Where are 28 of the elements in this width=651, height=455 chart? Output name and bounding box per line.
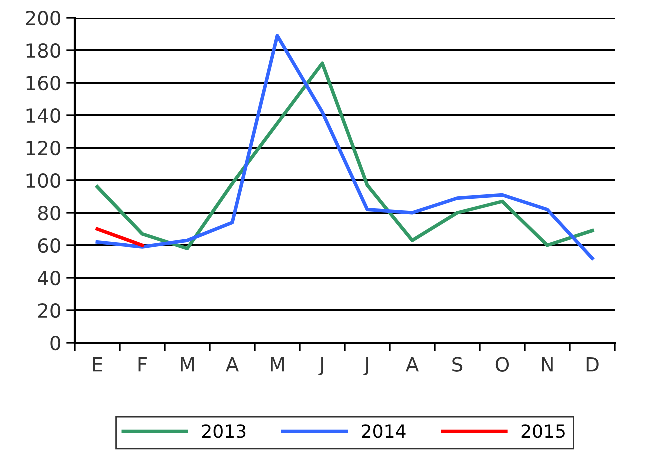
- legend-label: 2014: [362, 424, 406, 438]
- x-tick-label: S: [452, 357, 463, 372]
- x-tick-label: N: [542, 357, 553, 372]
- x-tick-label: F: [138, 357, 147, 372]
- y-tick-label: 40: [38, 270, 61, 286]
- x-tick-label: M: [271, 357, 284, 372]
- y-tick-label: 0: [50, 336, 61, 351]
- x-tick-label: D: [586, 357, 599, 372]
- x-tick-label: O: [496, 357, 510, 372]
- y-tick-label: 20: [38, 303, 61, 318]
- legend-label: 2013: [202, 424, 246, 438]
- legend-label: 2015: [522, 424, 565, 438]
- x-tick-label: A: [406, 357, 419, 372]
- y-tick-label: 60: [38, 238, 61, 254]
- x-tick-label: E: [93, 357, 102, 372]
- y-tick-label: 120: [26, 140, 61, 156]
- line-series: [96, 34, 594, 260]
- x-tick-label: A: [226, 357, 239, 372]
- line-series: [96, 62, 594, 250]
- y-tick-label: 80: [38, 206, 61, 221]
- y-tick-label: 180: [26, 43, 61, 58]
- y-tick-label: 140: [26, 108, 61, 124]
- x-tick-label: M: [181, 357, 194, 372]
- y-tick-label: 100: [26, 173, 61, 188]
- y-tick-label: 200: [26, 10, 61, 26]
- x-tick-label: J: [364, 357, 368, 376]
- x-tick-label: J: [318, 357, 324, 376]
- y-tick-label: 160: [26, 76, 61, 91]
